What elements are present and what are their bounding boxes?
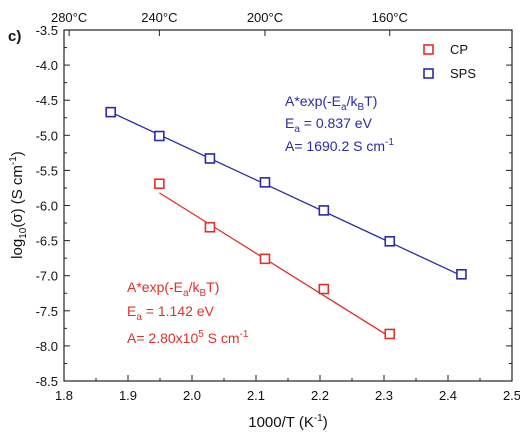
- data-point-cp: [318, 283, 330, 295]
- y-axis: -3.5 -4.0 -4.5 -5.0 -5.5 -6.0 -6.5 -7.0 -7.5 -8.0…: [36, 23, 512, 389]
- legend-marker-sps: [423, 68, 434, 79]
- legend-label-sps: SPS: [450, 66, 476, 81]
- data-point-sps: [456, 268, 467, 280]
- x-axis: 1.8 1.9 2.0 2.1 2.2 2.3 2.4 2.5: [55, 375, 520, 403]
- legend-label-cp: CP: [450, 42, 468, 57]
- y-axis-label: log10(σ) (S cm-1): [8, 151, 29, 259]
- y-tick-label: -7.0: [36, 269, 58, 284]
- x-axis-label: 1000/T (K-1): [248, 413, 328, 431]
- annotation-sps-ea: Ea = 0.837 eV: [285, 115, 373, 135]
- annotation-sps: A*exp(-Ea/kBT) Ea = 0.837 eV A= 1690.2 S…: [285, 93, 394, 154]
- legend: CP SPS: [423, 42, 476, 81]
- y-tick-label: -8.0: [36, 339, 58, 354]
- data-point-cp: [204, 221, 216, 233]
- data-point-sps: [154, 130, 165, 142]
- x-tick-label: 2.1: [247, 388, 265, 403]
- x-tick-label: 2.0: [183, 388, 201, 403]
- y-tick-label: -5.5: [36, 163, 58, 178]
- fit-line-cp: [159, 192, 391, 338]
- annotation-sps-equation: A*exp(-Ea/kBT): [285, 93, 377, 113]
- y-tick-label: -4.0: [36, 58, 58, 73]
- y-tick-label: -3.5: [36, 23, 58, 38]
- top-tick-label: 160°C: [372, 10, 408, 25]
- data-point-cp: [259, 253, 271, 265]
- legend-marker-cp: [423, 44, 434, 55]
- x-tick-label: 1.8: [55, 388, 73, 403]
- x-tick-label: 2.3: [375, 388, 393, 403]
- top-axis: 280°C 240°C 200°C 160°C: [51, 10, 408, 36]
- panel-label: c): [8, 28, 21, 45]
- annotation-cp-prefactor: A= 2.80x105 S cm-1: [127, 329, 249, 346]
- fit-lines: [110, 111, 462, 338]
- fit-line-sps: [110, 111, 462, 277]
- top-tick-label: 280°C: [51, 10, 87, 25]
- data-points: [105, 106, 467, 340]
- data-point-sps: [204, 153, 216, 164]
- y-tick-label: -7.5: [36, 304, 58, 319]
- annotation-sps-prefactor: A= 1690.2 S cm-1: [285, 137, 394, 154]
- data-point-sps: [384, 236, 396, 247]
- annotation-cp: A*exp(-Ea/kBT) Ea = 1.142 eV A= 2.80x105…: [127, 279, 249, 346]
- data-point-sps: [105, 106, 117, 118]
- data-point-sps: [318, 205, 330, 216]
- top-tick-label: 200°C: [247, 10, 283, 25]
- y-tick-label: -8.5: [36, 374, 58, 389]
- data-point-cp: [154, 178, 165, 190]
- y-tick-label: -6.5: [36, 234, 58, 249]
- plot-frame: [63, 29, 513, 382]
- annotation-cp-ea: Ea = 1.142 eV: [127, 303, 215, 323]
- y-tick-label: -5.0: [36, 128, 58, 143]
- x-tick-label: 2.2: [311, 388, 329, 403]
- x-tick-label: 2.4: [439, 388, 457, 403]
- data-point-sps: [259, 177, 271, 188]
- data-point-cp: [384, 328, 396, 340]
- x-tick-label: 1.9: [119, 388, 137, 403]
- y-tick-label: -4.5: [36, 93, 58, 108]
- y-tick-label: -6.0: [36, 199, 58, 214]
- top-tick-label: 240°C: [141, 10, 177, 25]
- annotation-cp-equation: A*exp(-Ea/kBT): [127, 279, 219, 299]
- x-tick-label: 2.5: [503, 388, 520, 403]
